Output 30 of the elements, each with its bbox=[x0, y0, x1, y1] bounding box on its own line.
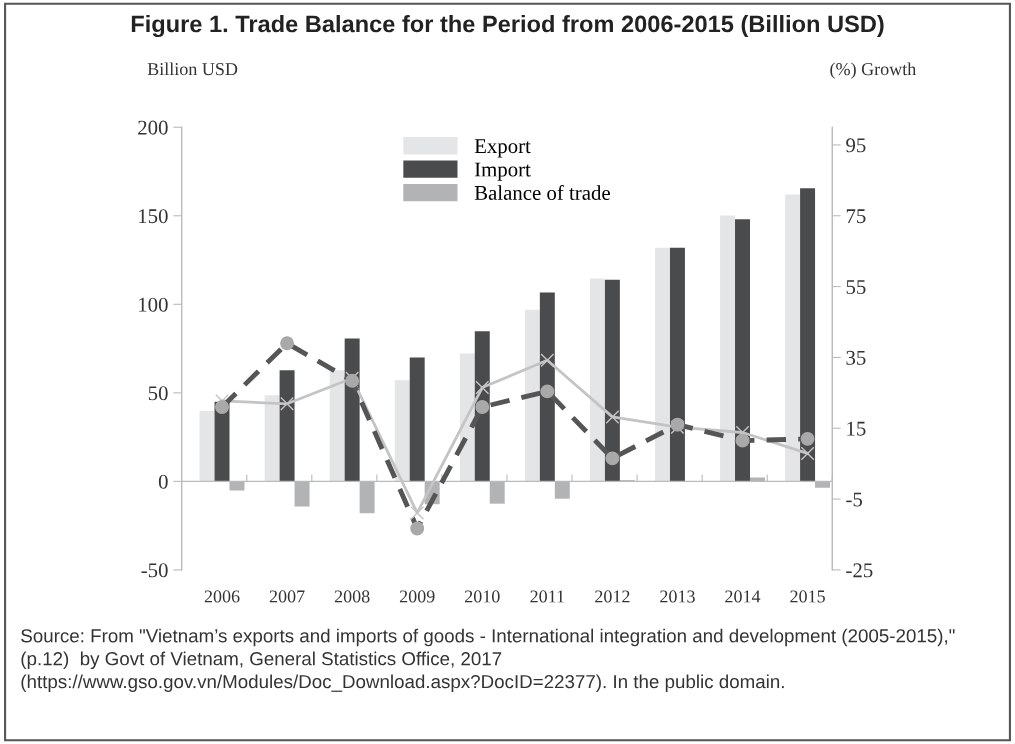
legend-label: Balance of trade bbox=[474, 185, 610, 200]
y-tick-label: -50 bbox=[141, 563, 168, 578]
x-tick-label: 2011 bbox=[530, 590, 564, 603]
x-tick-label: 2010 bbox=[465, 590, 500, 603]
x-tick-label: 2007 bbox=[269, 590, 305, 603]
legend-label: Export bbox=[474, 139, 531, 158]
y2-tick-label: 15 bbox=[847, 421, 866, 436]
x-tick-label: 2012 bbox=[595, 590, 630, 603]
x-tick-label: 2015 bbox=[790, 590, 825, 603]
y-tick-label: 150 bbox=[139, 209, 168, 224]
y2-tick-label: -25 bbox=[846, 563, 873, 578]
x-tick-label: 2014 bbox=[725, 590, 761, 603]
y2-tick-label: 35 bbox=[846, 350, 866, 365]
y-tick-label: 50 bbox=[148, 386, 168, 401]
x-tick-label: 2009 bbox=[399, 590, 435, 603]
y-axis-title: Billion USD bbox=[147, 62, 238, 76]
y2-axis-title: (%) Growth bbox=[830, 62, 917, 79]
x-tick-label: 2013 bbox=[660, 590, 695, 603]
y-tick-label: 100 bbox=[139, 297, 168, 312]
x-tick-label: 2008 bbox=[334, 590, 370, 603]
legend-label: Import bbox=[474, 162, 531, 181]
y2-tick-label: 55 bbox=[846, 280, 866, 295]
source-note: Source: From "Vietnam’s exports and imports of goods - International integration and development (2005-2015)," (p.12) by Govt of Vietnam, General Statistics Office, 2017 (https://www.gso.gov.vn/Modules/Doc_Download.aspx?DocID=22377). In the public domain. bbox=[21, 628, 955, 692]
y-tick-label: 200 bbox=[138, 120, 168, 135]
y-tick-label: 0 bbox=[158, 474, 168, 489]
y2-tick-label: -5 bbox=[846, 492, 863, 507]
chart-title: Figure 1. Trade Balance for the Period from 2006-2015 (Billion USD) bbox=[131, 14, 884, 38]
y2-tick-label: 75 bbox=[846, 209, 866, 224]
x-tick-label: 2006 bbox=[204, 590, 240, 603]
y2-tick-label: 95 bbox=[846, 138, 866, 153]
